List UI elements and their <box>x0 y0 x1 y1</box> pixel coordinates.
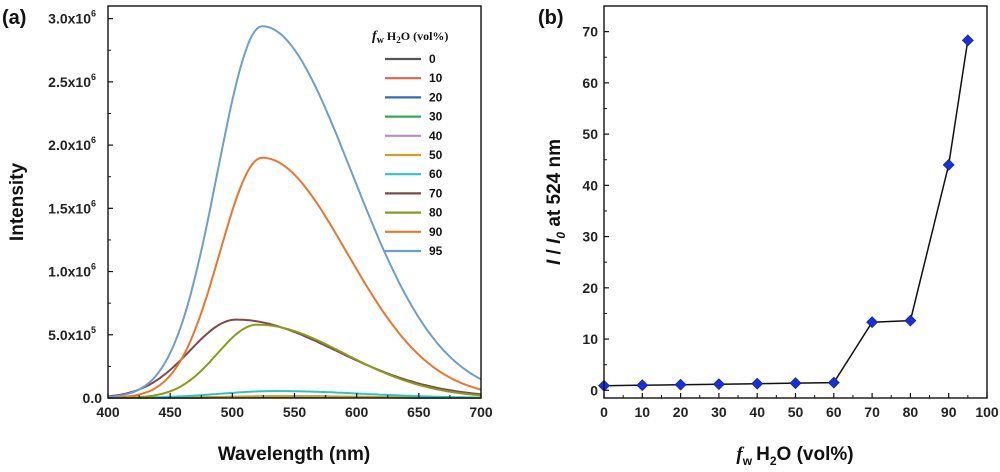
x-title-w: w <box>742 454 753 468</box>
legend-a: fwH2O (vol%) 0 10 20 30 40 50 60 70 80 90 95 <box>372 29 448 258</box>
legend-label-40: 40 <box>429 129 443 143</box>
plot-frame-a <box>108 6 481 398</box>
y-tick-label-a: 1.0x106 <box>48 262 96 280</box>
legend-label-80: 80 <box>429 206 443 220</box>
y-axis-ticks-a: 0.05.0x1051.0x1061.5x1062.0x1062.5x1063.… <box>48 9 113 406</box>
y-axis-title-b: I / I0 at 524 nm <box>544 139 568 265</box>
y-title-tail: at 524 nm <box>544 139 565 232</box>
y-tick-exp: 6 <box>91 72 96 82</box>
x-tick-label-b: 50 <box>788 404 804 420</box>
data-point <box>962 35 973 46</box>
y-axis-ticks-b: 0 10 20 30 40 50 60 70 <box>582 24 609 399</box>
legend-items: 0 10 20 30 40 50 60 70 80 90 95 <box>385 52 443 258</box>
spectra-curves <box>108 26 481 398</box>
x-tick-label-b: 60 <box>826 404 842 420</box>
x-tick-label-a: 550 <box>283 404 307 420</box>
y-tick-mantissa: 2.5x10 <box>48 74 91 90</box>
legend-label-0: 0 <box>429 52 436 66</box>
plot-frame-b <box>604 6 987 398</box>
y-tick-label-b: 50 <box>582 126 598 142</box>
y-tick-label-a: 2.0x106 <box>48 135 96 153</box>
legend-label-70: 70 <box>429 186 443 200</box>
legend-label-50: 50 <box>429 148 443 162</box>
y-tick-label-b: 10 <box>582 331 598 347</box>
data-point <box>867 317 878 328</box>
x-axis-title-b: fwH2O (vol%) <box>736 444 853 468</box>
legend-title: fwH2O (vol%) <box>372 29 448 46</box>
data-point <box>943 159 954 170</box>
x-tick-label-b: 70 <box>864 404 880 420</box>
legend-label-90: 90 <box>429 225 443 239</box>
x-tick-label-a: 650 <box>407 404 431 420</box>
panel-b: (b) 0 10 20 30 40 50 60 70 80 90 100 0 10 20 30 40 50 60… <box>538 6 999 468</box>
panel-a: (a) 400450500550600650700 0.05.0x1051.0x… <box>2 6 493 465</box>
x-tick-label-a: 450 <box>158 404 182 420</box>
y-tick-mantissa: 1.5x10 <box>48 200 91 216</box>
y-tick-exp: 6 <box>91 198 96 208</box>
y-tick-label-a: 0.0 <box>83 390 103 406</box>
figure: (a) 400450500550600650700 0.05.0x1051.0x… <box>0 0 1000 472</box>
y-tick-label-a: 1.5x106 <box>48 198 96 216</box>
legend-label-30: 30 <box>429 110 443 124</box>
data-point <box>675 379 686 390</box>
y-tick-label-b: 70 <box>582 24 598 40</box>
y-tick-mantissa: 2.0x10 <box>48 137 91 153</box>
y-tick-exp: 6 <box>91 262 96 272</box>
y-tick-label-b: 0 <box>590 382 598 398</box>
x-tick-label-b: 80 <box>903 404 919 420</box>
y-tick-exp: 5 <box>91 325 96 335</box>
y-tick-exp: 6 <box>91 135 96 145</box>
y-tick-mantissa: 0.0 <box>83 390 103 406</box>
x-title-tail: O (vol%) <box>777 444 854 465</box>
x-tick-label-b: 90 <box>941 404 957 420</box>
ratio-markers <box>599 35 974 391</box>
data-point <box>905 315 916 326</box>
data-point <box>637 380 648 391</box>
x-tick-label-a: 500 <box>221 404 245 420</box>
x-tick-label-a: 400 <box>96 404 120 420</box>
data-point <box>828 377 839 388</box>
y-tick-label-a: 2.5x106 <box>48 72 96 90</box>
data-point <box>713 379 724 390</box>
legend-title-rest: O (vol%) <box>401 29 449 43</box>
legend-label-60: 60 <box>429 167 443 181</box>
y-tick-label-b: 20 <box>582 280 598 296</box>
x-tick-label-b: 10 <box>635 404 651 420</box>
panel-b-label: (b) <box>538 7 564 29</box>
legend-label-95: 95 <box>429 244 443 258</box>
y-tick-exp: 6 <box>91 9 96 19</box>
x-tick-label-a: 600 <box>345 404 369 420</box>
y-tick-label-b: 40 <box>582 177 598 193</box>
x-tick-label-b: 40 <box>749 404 765 420</box>
x-tick-label-b: 100 <box>975 404 999 420</box>
data-point <box>752 378 763 389</box>
y-tick-mantissa: 3.0x10 <box>48 11 91 27</box>
ratio-line <box>604 40 968 385</box>
x-axis-ticks-b: 0 10 20 30 40 50 60 70 80 90 100 <box>600 393 999 420</box>
y-axis-title-a: Intensity <box>7 163 28 242</box>
panel-a-label: (a) <box>2 7 26 29</box>
x-tick-label-b: 0 <box>600 404 608 420</box>
legend-label-10: 10 <box>429 71 443 85</box>
y-tick-label-a: 5.0x105 <box>48 325 96 343</box>
y-tick-mantissa: 5.0x10 <box>48 327 91 343</box>
y-tick-mantissa: 1.0x10 <box>48 264 91 280</box>
x-tick-label-b: 20 <box>673 404 689 420</box>
x-axis-title-a: Wavelength (nm) <box>218 444 370 465</box>
spectrum-95 <box>108 26 481 397</box>
x-tick-label-a: 700 <box>469 404 493 420</box>
y-title-slash: / <box>544 244 565 260</box>
legend-title-w: w <box>377 35 385 46</box>
x-title-h: H <box>756 444 770 465</box>
y-tick-label-b: 30 <box>582 229 598 245</box>
ratio-connector-line <box>604 40 968 385</box>
data-point <box>790 378 801 389</box>
y-tick-label-a: 3.0x106 <box>48 9 96 27</box>
spectrum-90 <box>108 158 481 398</box>
y-tick-label-b: 60 <box>582 75 598 91</box>
legend-label-20: 20 <box>429 90 443 104</box>
x-tick-label-b: 30 <box>711 404 727 420</box>
